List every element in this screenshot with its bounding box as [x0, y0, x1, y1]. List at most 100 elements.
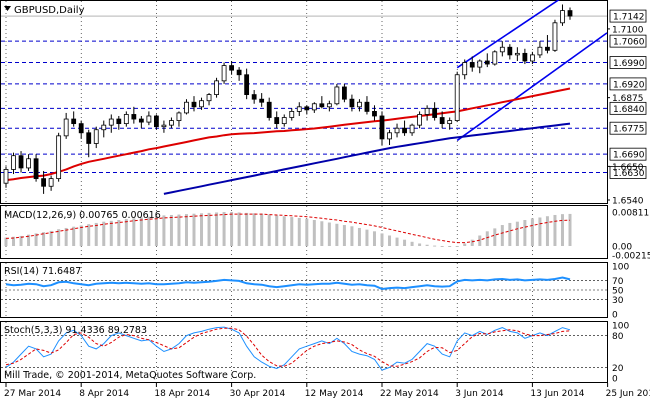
macd-histogram-bar — [94, 222, 98, 246]
stoch-tick-label: 80 — [612, 332, 624, 342]
price-level-box — [609, 101, 647, 115]
macd-histogram-bar — [154, 215, 158, 246]
candle-body — [176, 112, 182, 121]
macd-histogram-bar — [463, 243, 467, 246]
macd-histogram-bar — [297, 217, 301, 246]
macd-histogram-bar — [72, 226, 76, 246]
macd-histogram-bar — [87, 224, 91, 246]
macd-histogram-bar — [102, 221, 106, 246]
price-level-label: 1.6690 — [613, 151, 645, 161]
macd-histogram-bar — [350, 226, 354, 246]
macd-histogram-bar — [275, 215, 279, 246]
stoch-layer — [5, 326, 571, 371]
price-level-label: 1.6775 — [613, 125, 645, 135]
price-level-box — [609, 34, 647, 48]
candle-body — [545, 46, 550, 51]
ma-fast-line — [5, 87, 571, 182]
candle-body — [214, 80, 219, 95]
macd-histogram-bar — [327, 222, 331, 246]
candle-body — [537, 46, 543, 56]
macd-histogram-bar — [200, 213, 204, 246]
candle-body — [3, 169, 9, 184]
macd-tick-label: 0.00 — [612, 242, 632, 252]
macd-histogram-bar — [395, 237, 399, 246]
candle-body — [484, 60, 490, 65]
macd-histogram-bar — [4, 237, 8, 246]
macd-histogram-bar — [124, 219, 128, 246]
macd-histogram-bar — [57, 229, 61, 246]
price-tick-label: 1.6650 — [612, 163, 644, 173]
macd-histogram-bar — [320, 221, 324, 246]
macd-histogram-bar — [455, 245, 459, 247]
price-tick-label: 1.7100 — [612, 25, 644, 35]
macd-histogram-bar — [192, 213, 196, 246]
candle-body — [41, 178, 46, 187]
x-tick-label: 22 May 2014 — [380, 389, 439, 399]
candle-body — [326, 103, 332, 108]
rsi-panel — [0, 262, 608, 318]
price-tick-label: 1.6875 — [612, 94, 644, 104]
candle-body — [530, 54, 535, 62]
macd-histogram-bar — [139, 217, 143, 246]
macd-histogram-bar — [440, 245, 444, 247]
candle-body — [11, 155, 16, 170]
candle-body — [206, 94, 212, 102]
price-level-box — [609, 166, 647, 179]
macd-histogram-bar — [117, 220, 121, 246]
price-level-box — [609, 56, 647, 69]
candle-body — [560, 10, 565, 24]
macd-histogram-bar — [305, 218, 309, 246]
macd-histogram-bar — [267, 214, 271, 246]
candle-body — [184, 101, 189, 114]
candle-body — [394, 127, 400, 134]
macd-histogram-bar — [335, 223, 339, 246]
candle-body — [131, 114, 137, 120]
candle-body — [477, 60, 483, 68]
candle-body — [289, 111, 295, 118]
candle-body — [101, 124, 107, 131]
macd-histogram-bar — [12, 236, 16, 246]
candle-body — [439, 117, 445, 125]
candle-body — [387, 132, 392, 140]
price-level-label: 1.7060 — [613, 38, 645, 48]
price-tick-label: 1.6540 — [612, 197, 644, 207]
candle-body — [251, 94, 257, 100]
macd-histogram-bar — [207, 212, 211, 246]
candle-body — [229, 65, 235, 71]
macd-histogram-bar — [493, 228, 497, 246]
macd-histogram-bar — [312, 220, 316, 246]
candle-body — [116, 118, 122, 125]
macd-histogram-bar — [42, 232, 46, 246]
candle-body — [78, 123, 84, 134]
stoch-tick-label: 0 — [612, 375, 618, 385]
candle-body — [552, 22, 558, 51]
candle-body — [26, 158, 31, 169]
macd-histogram-bar — [403, 239, 407, 246]
candle-body — [341, 86, 347, 100]
stoch-tick-label: 20 — [612, 364, 624, 374]
macd-histogram-bar — [177, 214, 181, 246]
candle-body — [153, 115, 159, 128]
macd-tick-label: 0.00811 — [612, 209, 649, 219]
candle-body — [409, 124, 415, 134]
symbol-triangle-icon — [4, 6, 11, 11]
macd-signal-line — [5, 213, 571, 244]
candle-body — [499, 46, 505, 53]
macd-histogram-bar — [545, 216, 549, 246]
macd-histogram-bar — [508, 222, 512, 246]
candle-body — [191, 101, 197, 108]
rsi-tick-label: 70 — [612, 277, 624, 287]
current-price-label: 1.7142 — [613, 13, 645, 23]
candle-body — [221, 65, 227, 82]
candle-body — [357, 101, 362, 108]
symbol-label: GBPUSD,Daily — [14, 5, 85, 16]
candle-body — [364, 101, 370, 112]
price-level-label: 1.6840 — [613, 105, 645, 115]
macd-histogram-bar — [372, 231, 376, 246]
candle-body — [522, 52, 528, 62]
macd-histogram-bar — [478, 235, 482, 246]
x-tick-label: 30 Apr 2014 — [230, 389, 286, 399]
candle-body — [349, 98, 355, 108]
